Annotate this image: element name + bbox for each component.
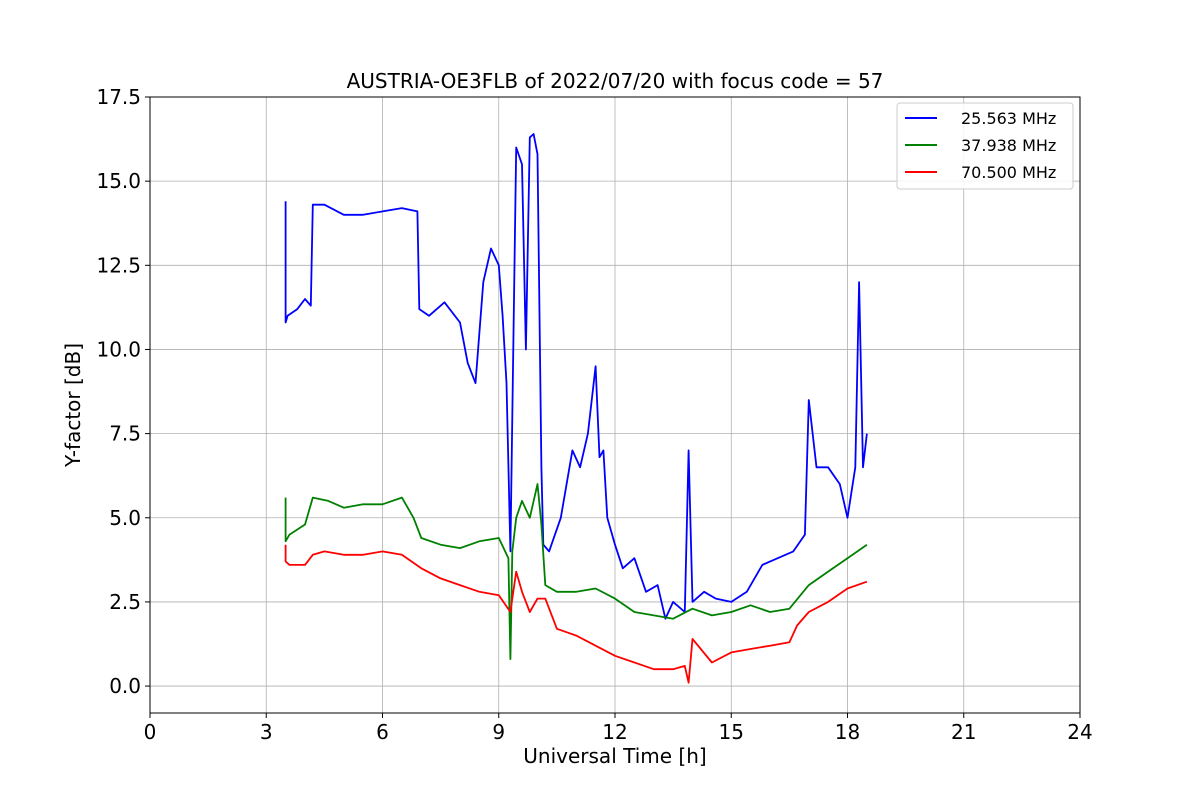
series-line-2 bbox=[284, 483, 868, 660]
x-tick-label: 9 bbox=[492, 720, 505, 744]
x-tick-label: 24 bbox=[1067, 720, 1092, 744]
y-tick-label: 12.5 bbox=[96, 253, 141, 277]
series-line-1 bbox=[284, 133, 868, 620]
legend-frame bbox=[896, 102, 1074, 190]
x-tick-label: 3 bbox=[260, 720, 273, 744]
x-tick-label: 12 bbox=[602, 720, 627, 744]
y-tick-label: 2.5 bbox=[109, 590, 141, 614]
x-tick-label: 18 bbox=[835, 720, 860, 744]
y-tick-label: 10.0 bbox=[96, 337, 141, 361]
legend: 25.563 MHz 37.938 MHz 70.500 MHz bbox=[896, 102, 1074, 190]
x-tick-label: 6 bbox=[376, 720, 389, 744]
plot-lines bbox=[284, 133, 868, 684]
legend-label-1: 25.563 MHz bbox=[961, 109, 1056, 128]
y-tick-label: 0.0 bbox=[109, 674, 141, 698]
legend-label-2: 37.938 MHz bbox=[961, 136, 1056, 155]
legend-label-3: 70.500 MHz bbox=[961, 163, 1056, 182]
y-tick-label: 17.5 bbox=[96, 85, 141, 109]
y-axis-label: Y-factor [dB] bbox=[61, 343, 85, 468]
y-tick-label: 15.0 bbox=[96, 169, 141, 193]
y-tick-label: 7.5 bbox=[109, 422, 141, 446]
x-tick-label: 15 bbox=[719, 720, 744, 744]
x-tick-label: 21 bbox=[951, 720, 976, 744]
series-line-3 bbox=[284, 544, 868, 684]
x-tick-label: 0 bbox=[144, 720, 157, 744]
y-tick-label: 5.0 bbox=[109, 506, 141, 530]
x-axis-label: Universal Time [h] bbox=[523, 744, 706, 768]
axis-ticks: 0 3 6 9 12 15 18 21 24 0.0 2.5 5.0 7.5 10.0 12.5 15.0 17… bbox=[96, 85, 1092, 744]
chart-title: AUSTRIA-OE3FLB of 2022/07/20 with focus … bbox=[347, 69, 884, 93]
